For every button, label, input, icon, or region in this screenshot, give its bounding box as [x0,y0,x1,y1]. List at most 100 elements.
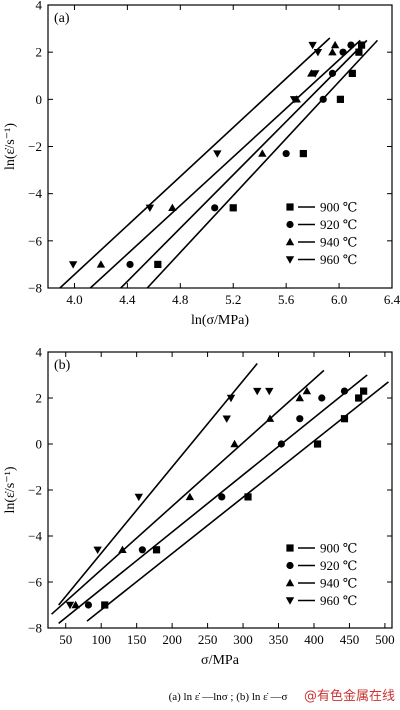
data-point-960 [65,601,75,610]
y-tick-label: −6 [28,233,42,248]
data-point-900 [355,48,363,56]
watermark: @有色金属在线 [304,688,395,704]
legend-label: 920 ℃ [320,217,357,232]
panel-label: (a) [54,11,70,26]
data-point-940 [328,47,337,56]
legend-marker [285,256,295,264]
x-tick-label: 5.2 [225,292,241,307]
x-tick-label: 5.6 [278,292,295,307]
data-point-920 [318,394,326,402]
data-point-920 [84,601,93,609]
data-point-940 [307,69,316,77]
data-point-960 [308,41,317,50]
data-point-920 [319,95,327,103]
data-point-920 [340,387,349,395]
data-point-960 [68,261,78,269]
figure-caption: (a) ln ε̇ —lnσ ; (b) ln ε̇ —σ [169,691,288,703]
legend-marker [285,578,295,587]
legend-marker [286,220,294,229]
data-point-900 [154,260,162,269]
fit-line-920 [58,374,368,625]
x-tick-label: 4.4 [119,292,136,307]
data-point-900 [336,95,344,103]
y-tick-label: 4 [36,345,43,360]
data-point-960 [145,204,155,213]
data-point-920 [218,493,226,501]
data-point-940 [258,149,267,157]
x-tick-label: 450 [340,632,360,647]
data-point-900 [355,394,363,402]
legend-label: 960 ℃ [320,252,357,267]
data-point-940 [230,439,239,448]
data-point-960 [226,394,236,403]
data-point-960 [289,96,299,104]
data-point-940 [168,203,177,212]
fit-line-960 [59,37,331,288]
data-point-960 [313,48,323,57]
x-tick-label: 150 [127,632,147,647]
data-point-900 [299,149,307,158]
data-point-940 [185,492,195,501]
x-axis-label: σ/MPa [201,653,240,668]
x-tick-label: 50 [59,632,72,647]
legend-label: 920 ℃ [320,558,357,573]
legend-label: 940 ℃ [320,576,357,591]
data-point-940 [295,393,304,402]
y-tick-label: −6 [28,575,42,590]
x-tick-label: 500 [375,632,395,647]
data-point-900 [244,493,252,501]
x-tick-label: 100 [91,632,111,647]
fit-line-940 [89,39,361,288]
panel-a-chart: 4.0 4.4 4.8 5.2 5.6 6.0 6.4 −8 −6 −4 −2 0 2 4 ln(σ/MPa… [3,0,400,328]
fit-line-920 [120,39,368,288]
y-tick-label: 2 [36,45,43,60]
x-tick-label: 4.0 [66,292,82,307]
legend-label: 900 ℃ [320,541,357,556]
y-tick-label: −2 [28,483,42,498]
y-tick-label: 0 [36,92,43,107]
data-point-960 [93,546,102,554]
x-tick-label: 6.0 [331,292,347,307]
y-tick-label: −2 [28,139,42,154]
data-point-940 [118,545,127,553]
y-tick-label: −4 [28,529,42,544]
x-tick-label: 350 [269,632,289,647]
x-tick-label: 6.4 [384,292,400,307]
y-tick-label: −4 [28,186,42,201]
data-point-900 [348,69,356,77]
fit-line-960 [58,362,258,606]
data-point-900 [360,387,368,395]
legend-label: 960 ℃ [320,593,357,608]
data-point-900 [313,440,322,448]
data-point-960 [134,493,143,502]
y-axis-label: ln(ε̇/s⁻¹) [3,123,18,170]
legend-label: 900 ℃ [320,200,357,215]
data-point-960 [213,150,222,158]
x-tick-label: 200 [162,632,182,647]
data-point-920 [282,149,290,158]
y-axis-label: ln(ε̇/s⁻¹) [3,466,18,513]
data-point-920 [296,415,304,423]
y-tick-label: 0 [36,437,43,452]
data-point-900 [152,546,161,554]
fit-line-900 [86,381,389,622]
data-point-920 [277,440,285,448]
data-point-900 [101,601,109,609]
data-point-940 [265,414,275,422]
data-point-900 [229,204,237,212]
data-point-960 [253,387,262,396]
x-tick-label: 4.8 [172,292,188,307]
y-tick-label: −8 [28,281,42,296]
data-point-960 [222,415,231,423]
legend-marker [286,561,294,570]
panel-label: (b) [54,358,71,373]
legend-marker [285,597,295,605]
panel-b-chart: 50 100 150 200 250 300 350 400 450 500 −8 −6 −4 −2 0 2 4… [3,345,395,669]
x-tick-label: 400 [304,632,324,647]
legend-marker [286,203,294,211]
legend-label: 940 ℃ [320,235,357,250]
data-point-940 [330,40,340,49]
y-tick-label: 4 [36,0,43,13]
data-point-960 [311,70,320,78]
